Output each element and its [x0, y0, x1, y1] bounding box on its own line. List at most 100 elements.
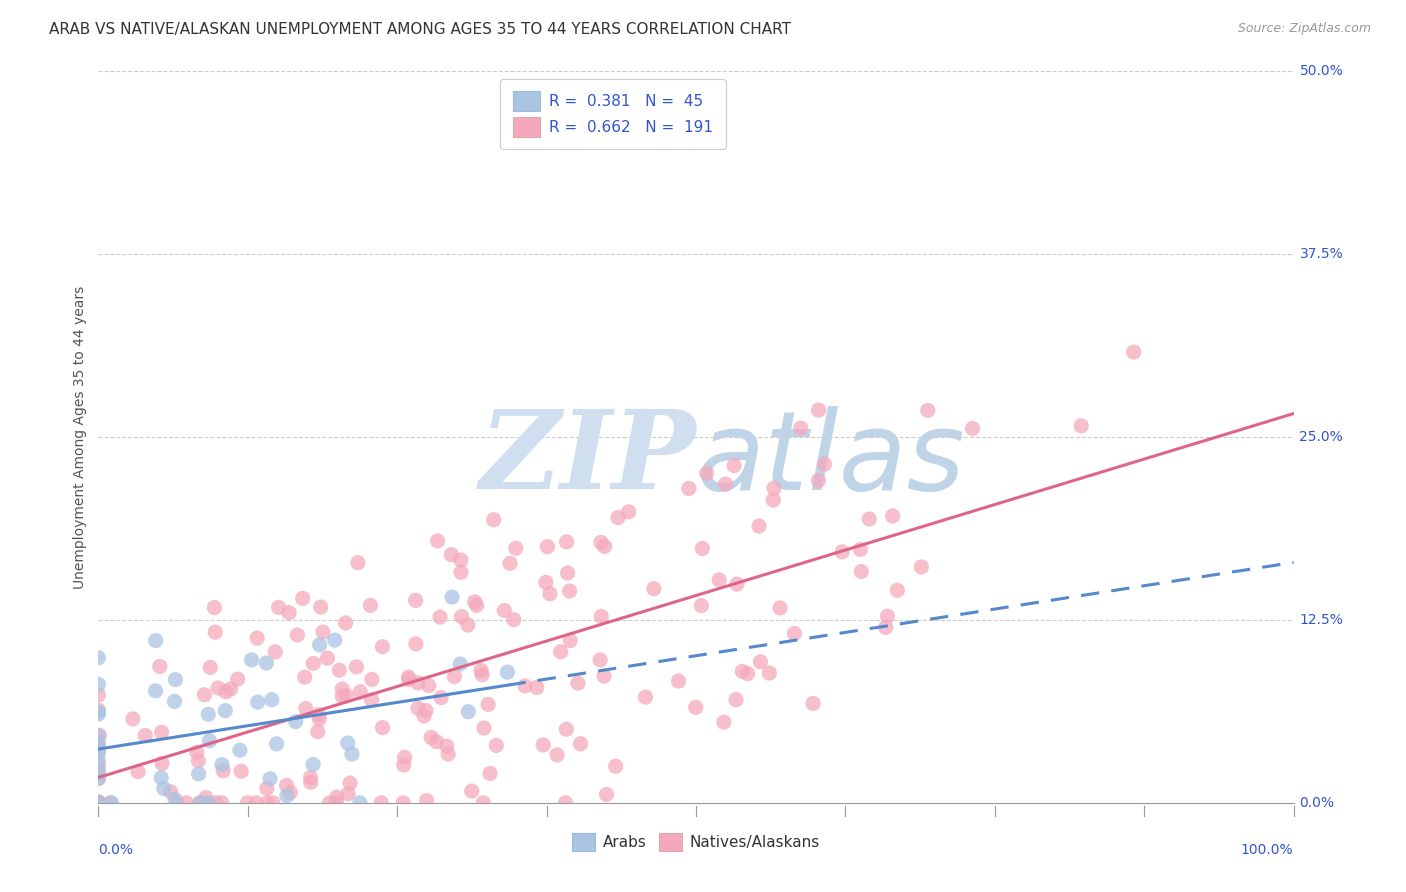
- Text: 12.5%: 12.5%: [1299, 613, 1343, 627]
- Point: [145, 633, 167, 648]
- Point: [450, 553, 472, 567]
- Point: [567, 676, 589, 690]
- Legend: Arabs, Natives/Alaskans: Arabs, Natives/Alaskans: [567, 827, 825, 857]
- Point: [477, 698, 499, 712]
- Point: [149, 659, 172, 673]
- Point: [165, 673, 187, 687]
- Point: [875, 620, 897, 634]
- Point: [472, 721, 495, 735]
- Point: [910, 560, 932, 574]
- Point: [464, 595, 486, 609]
- Point: [236, 796, 259, 810]
- Point: [361, 673, 384, 687]
- Point: [87, 796, 110, 810]
- Point: [188, 796, 211, 810]
- Point: [87, 771, 110, 785]
- Point: [231, 764, 253, 779]
- Point: [737, 666, 759, 681]
- Point: [212, 764, 235, 778]
- Point: [187, 754, 209, 768]
- Point: [211, 757, 233, 772]
- Point: [546, 747, 568, 762]
- Point: [302, 757, 325, 772]
- Point: [359, 599, 381, 613]
- Point: [426, 533, 449, 548]
- Point: [87, 736, 110, 750]
- Point: [1070, 418, 1092, 433]
- Point: [294, 701, 316, 715]
- Point: [229, 743, 252, 757]
- Point: [807, 474, 830, 488]
- Point: [339, 776, 361, 790]
- Point: [316, 651, 339, 665]
- Point: [195, 790, 218, 805]
- Point: [260, 692, 283, 706]
- Point: [430, 690, 453, 705]
- Point: [536, 540, 558, 554]
- Text: 37.5%: 37.5%: [1299, 247, 1343, 261]
- Point: [285, 628, 308, 642]
- Point: [643, 582, 665, 596]
- Point: [308, 712, 330, 726]
- Point: [89, 728, 111, 742]
- Point: [605, 759, 627, 773]
- Point: [346, 660, 368, 674]
- Point: [876, 609, 898, 624]
- Point: [593, 669, 616, 683]
- Point: [849, 542, 872, 557]
- Point: [685, 700, 707, 714]
- Point: [246, 631, 269, 645]
- Point: [214, 704, 236, 718]
- Point: [801, 697, 824, 711]
- Point: [163, 694, 186, 708]
- Point: [415, 794, 437, 808]
- Point: [471, 668, 494, 682]
- Point: [429, 610, 451, 624]
- Point: [163, 792, 186, 806]
- Point: [87, 758, 110, 772]
- Point: [557, 566, 579, 580]
- Point: [457, 618, 479, 632]
- Point: [882, 508, 904, 523]
- Point: [748, 519, 770, 533]
- Point: [325, 796, 347, 810]
- Point: [724, 692, 747, 706]
- Point: [207, 681, 229, 695]
- Point: [259, 772, 281, 786]
- Text: Source: ZipAtlas.com: Source: ZipAtlas.com: [1237, 22, 1371, 36]
- Point: [122, 712, 145, 726]
- Point: [245, 796, 267, 810]
- Point: [256, 796, 278, 810]
- Point: [443, 670, 465, 684]
- Point: [418, 679, 440, 693]
- Point: [340, 747, 363, 761]
- Point: [87, 795, 110, 809]
- Point: [762, 481, 785, 495]
- Point: [150, 756, 173, 771]
- Point: [187, 767, 209, 781]
- Point: [405, 593, 427, 607]
- Point: [406, 701, 429, 715]
- Point: [254, 656, 277, 670]
- Point: [550, 645, 572, 659]
- Point: [308, 638, 330, 652]
- Point: [851, 565, 873, 579]
- Point: [278, 606, 301, 620]
- Point: [152, 781, 174, 796]
- Point: [318, 796, 340, 810]
- Point: [87, 688, 110, 702]
- Point: [87, 746, 110, 760]
- Point: [284, 714, 307, 729]
- Point: [725, 577, 748, 591]
- Point: [299, 771, 322, 785]
- Point: [502, 613, 524, 627]
- Point: [731, 665, 754, 679]
- Point: [425, 734, 447, 748]
- Point: [560, 633, 582, 648]
- Point: [440, 548, 463, 562]
- Text: ZIP: ZIP: [479, 405, 696, 513]
- Point: [200, 660, 222, 674]
- Point: [406, 676, 429, 690]
- Point: [87, 677, 110, 691]
- Point: [558, 584, 581, 599]
